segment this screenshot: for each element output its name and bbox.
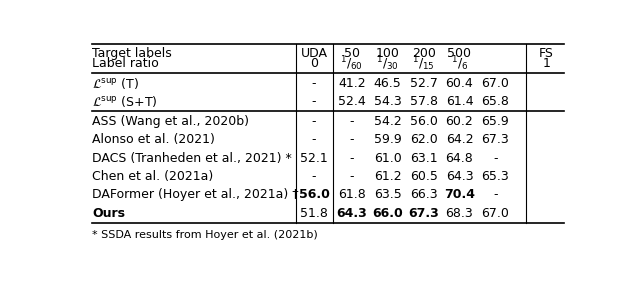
Text: 68.3: 68.3 [445,206,474,220]
Text: UDA: UDA [301,47,328,60]
Text: 64.3: 64.3 [445,170,473,183]
Text: 56.0: 56.0 [410,115,438,128]
Text: -: - [312,133,316,146]
Text: 0: 0 [310,57,318,70]
Text: 60.4: 60.4 [445,77,474,90]
Text: FS: FS [539,47,554,60]
Text: 65.8: 65.8 [481,95,509,108]
Text: 52.1: 52.1 [300,152,328,165]
Text: -: - [349,115,354,128]
Text: 64.3: 64.3 [337,206,367,220]
Text: 60.2: 60.2 [445,115,474,128]
Text: $\mathcal{L}^{\mathrm{sup}}$ (S+T): $\mathcal{L}^{\mathrm{sup}}$ (S+T) [92,94,158,109]
Text: 65.3: 65.3 [481,170,509,183]
Text: 56.0: 56.0 [299,188,330,201]
Text: 61.8: 61.8 [338,188,365,201]
Text: Chen et al. (2021a): Chen et al. (2021a) [92,170,214,183]
Text: 59.9: 59.9 [374,133,401,146]
Text: 100: 100 [376,47,399,60]
Text: 61.2: 61.2 [374,170,401,183]
Text: 61.0: 61.0 [374,152,401,165]
Text: Ours: Ours [92,206,125,220]
Text: $^{1}/_{60}$: $^{1}/_{60}$ [340,54,364,73]
Text: 1: 1 [542,57,550,70]
Text: 70.4: 70.4 [444,188,475,201]
Text: 61.4: 61.4 [445,95,473,108]
Text: 50: 50 [344,47,360,60]
Text: 62.0: 62.0 [410,133,438,146]
Text: ASS (Wang et al., 2020b): ASS (Wang et al., 2020b) [92,115,250,128]
Text: Alonso et al. (2021): Alonso et al. (2021) [92,133,215,146]
Text: -: - [312,95,316,108]
Text: Label ratio: Label ratio [92,57,159,70]
Text: 67.0: 67.0 [481,77,509,90]
Text: $^{1}/_{15}$: $^{1}/_{15}$ [412,54,435,73]
Text: -: - [349,152,354,165]
Text: * SSDA results from Hoyer et al. (2021b): * SSDA results from Hoyer et al. (2021b) [92,230,318,240]
Text: 66.0: 66.0 [372,206,403,220]
Text: DAFormer (Hoyer et al., 2021a) †: DAFormer (Hoyer et al., 2021a) † [92,188,299,201]
Text: 67.0: 67.0 [481,206,509,220]
Text: -: - [349,170,354,183]
Text: 200: 200 [412,47,436,60]
Text: 65.9: 65.9 [481,115,509,128]
Text: 41.2: 41.2 [338,77,365,90]
Text: 52.7: 52.7 [410,77,438,90]
Text: -: - [493,152,497,165]
Text: 500: 500 [447,47,472,60]
Text: 57.8: 57.8 [410,95,438,108]
Text: -: - [349,133,354,146]
Text: 66.3: 66.3 [410,188,438,201]
Text: 64.8: 64.8 [445,152,474,165]
Text: Target labels: Target labels [92,47,172,60]
Text: 52.4: 52.4 [338,95,365,108]
Text: 51.8: 51.8 [300,206,328,220]
Text: DACS (Tranheden et al., 2021) *: DACS (Tranheden et al., 2021) * [92,152,292,165]
Text: 63.1: 63.1 [410,152,438,165]
Text: -: - [312,170,316,183]
Text: 63.5: 63.5 [374,188,401,201]
Text: 67.3: 67.3 [481,133,509,146]
Text: $^{1}/_{6}$: $^{1}/_{6}$ [451,54,468,73]
Text: 64.2: 64.2 [445,133,473,146]
Text: -: - [493,188,497,201]
Text: 54.3: 54.3 [374,95,401,108]
Text: 67.3: 67.3 [408,206,439,220]
Text: 60.5: 60.5 [410,170,438,183]
Text: $^{1}/_{30}$: $^{1}/_{30}$ [376,54,399,73]
Text: 46.5: 46.5 [374,77,401,90]
Text: 54.2: 54.2 [374,115,401,128]
Text: -: - [312,115,316,128]
Text: -: - [312,77,316,90]
Text: $\mathcal{L}^{\mathrm{sup}}$ (T): $\mathcal{L}^{\mathrm{sup}}$ (T) [92,76,140,90]
